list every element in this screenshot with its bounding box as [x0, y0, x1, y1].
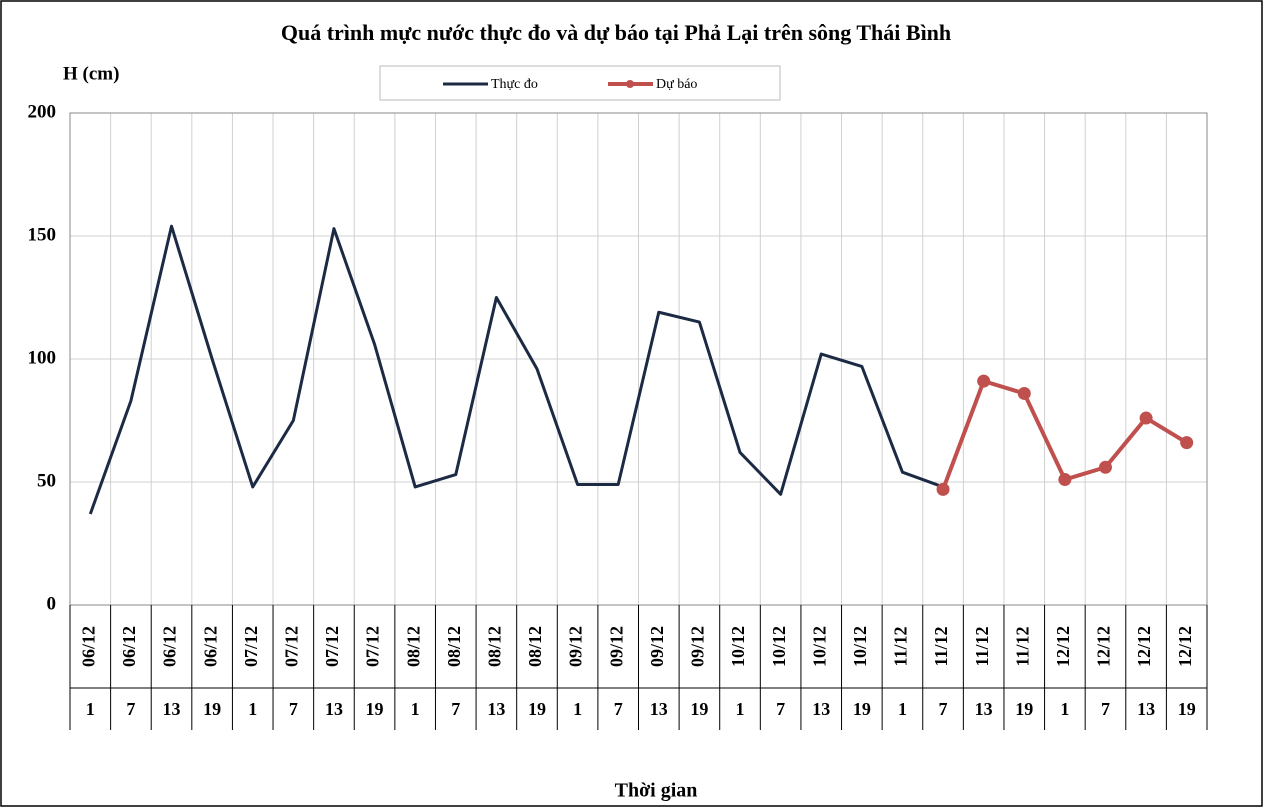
data-point: [1180, 436, 1194, 450]
x-tick-label: 08/12: [403, 626, 423, 667]
x-sub-label: 19: [690, 699, 708, 719]
x-tick-label: 12/12: [1134, 626, 1154, 667]
data-point: [1017, 386, 1031, 400]
x-tick-label: 10/12: [728, 626, 748, 667]
x-sub-label: 19: [366, 699, 384, 719]
x-sub-label: 1: [898, 699, 907, 719]
x-sub-label: 7: [614, 699, 623, 719]
x-sub-label: 1: [736, 699, 745, 719]
x-sub-label: 7: [939, 699, 948, 719]
y-tick-label: 150: [28, 224, 57, 245]
legend-label: Dự báo: [656, 77, 697, 92]
x-tick-label: 07/12: [241, 626, 261, 667]
x-sub-label: 19: [1178, 699, 1196, 719]
x-tick-label: 09/12: [606, 626, 626, 667]
x-tick-label: 11/12: [972, 626, 992, 666]
x-sub-label: 7: [126, 699, 135, 719]
y-tick-label: 50: [37, 470, 56, 491]
data-point: [977, 374, 991, 388]
x-sub-label: 19: [1015, 699, 1033, 719]
y-tick-label: 0: [47, 593, 57, 614]
x-sub-label: 13: [487, 699, 505, 719]
x-sub-label: 13: [812, 699, 830, 719]
x-sub-label: 7: [451, 699, 460, 719]
x-sub-label: 13: [325, 699, 343, 719]
legend: [379, 65, 781, 101]
x-sub-label: 19: [853, 699, 871, 719]
data-point: [1098, 460, 1112, 474]
x-tick-label: 10/12: [850, 626, 870, 667]
legend-label: Thực đo: [491, 77, 538, 92]
x-sub-label: 1: [248, 699, 257, 719]
chart-title: Quá trình mực nước thực đo và dự báo tại…: [281, 20, 951, 45]
x-tick-label: 10/12: [769, 626, 789, 667]
x-tick-label: 07/12: [322, 626, 342, 667]
x-sub-label: 13: [163, 699, 181, 719]
x-tick-label: 07/12: [363, 626, 383, 667]
x-tick-label: 06/12: [78, 626, 98, 667]
x-tick-label: 08/12: [444, 626, 464, 667]
x-sub-label: 7: [289, 699, 298, 719]
x-tick-label: 09/12: [688, 626, 708, 667]
x-tick-label: 06/12: [200, 626, 220, 667]
y-tick-label: 100: [28, 347, 57, 368]
x-sub-label: 19: [528, 699, 546, 719]
x-sub-label: 1: [86, 699, 95, 719]
x-tick-label: 06/12: [160, 626, 180, 667]
x-tick-label: 11/12: [1012, 626, 1032, 666]
x-tick-label: 11/12: [891, 626, 911, 666]
x-tick-label: 11/12: [931, 626, 951, 666]
x-sub-label: 13: [975, 699, 993, 719]
x-tick-label: 09/12: [647, 626, 667, 667]
x-tick-label: 12/12: [1053, 626, 1073, 667]
x-tick-label: 12/12: [1094, 626, 1114, 667]
x-sub-label: 19: [203, 699, 221, 719]
y-axis-title: H (cm): [63, 63, 119, 84]
x-sub-label: 1: [573, 699, 582, 719]
x-sub-label: 13: [650, 699, 668, 719]
series-line: [88, 224, 944, 515]
x-tick-label: 09/12: [566, 626, 586, 667]
x-tick-label: 08/12: [485, 626, 505, 667]
x-tick-label: 07/12: [281, 626, 301, 667]
legend-marker: [626, 80, 634, 88]
data-point: [936, 482, 950, 496]
x-tick-label: 06/12: [119, 626, 139, 667]
x-tick-label: 10/12: [809, 626, 829, 667]
x-sub-label: 7: [776, 699, 785, 719]
data-point: [1139, 411, 1153, 425]
x-sub-label: 1: [1060, 699, 1069, 719]
x-sub-label: 1: [411, 699, 420, 719]
x-tick-label: 08/12: [525, 626, 545, 667]
y-tick-label: 200: [28, 101, 57, 122]
x-axis-title: Thời gian: [615, 780, 698, 802]
x-tick-label: 12/12: [1175, 626, 1195, 667]
data-point: [1058, 473, 1072, 487]
x-sub-label: 7: [1101, 699, 1110, 719]
x-sub-label: 13: [1137, 699, 1155, 719]
